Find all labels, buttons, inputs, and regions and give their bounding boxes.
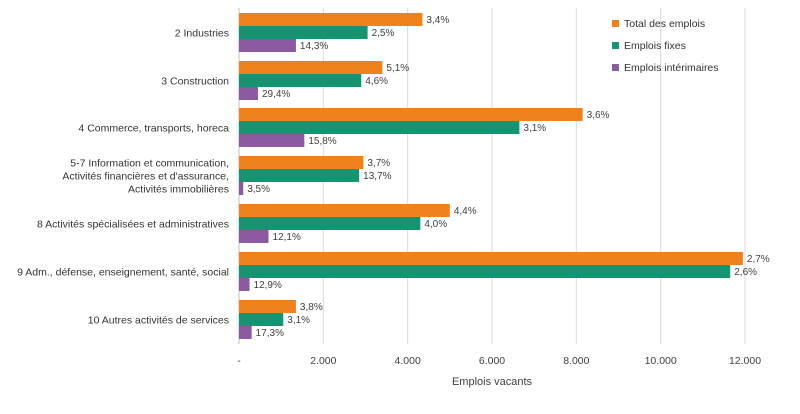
data-label: 12,9% [254,280,282,291]
bar-emplois-fixes [239,74,362,87]
data-label: 4,6% [365,76,388,87]
bar-emplois-int-rimaires [239,134,305,147]
legend-swatch [612,64,619,71]
bar-emplois-int-rimaires [239,39,296,52]
bar-total-des-emplois [239,61,383,74]
category-label: 8 Activités spécialisées et administrati… [37,219,229,231]
bar-total-des-emplois [239,156,364,169]
category-label: 4 Commerce, transports, horeca [78,123,229,135]
bar-total-des-emplois [239,252,743,265]
category-label: 10 Autres activités de services [88,315,229,327]
legend-label: Emplois fixes [624,40,686,52]
bar-emplois-int-rimaires [239,182,244,195]
bar-emplois-fixes [239,121,520,134]
bar-emplois-fixes [239,169,360,182]
category-label: 2 Industries [175,28,229,40]
data-label: 4,0% [424,219,447,230]
category-label: 3 Construction [161,76,229,88]
data-label: 2,7% [747,254,770,265]
data-labels: 3,4% 5,1% 3,6% 3,7% 4,4% 2,7% 3,8% 2,5% 4,6% 3,1%… [247,15,770,339]
data-label: 13,7% [363,171,391,182]
x-tick-label: - [237,355,241,367]
bar-emplois-fixes [239,265,731,278]
x-tick-label: 10.000 [645,355,677,367]
data-label: 3,4% [426,15,449,26]
data-label: 3,6% [587,110,610,121]
x-tick-labels: - 2.000 4.000 6.000 8.000 10.000 12.000 [237,355,761,367]
x-tick-label: 8.000 [563,355,589,367]
bar-total-des-emplois [239,108,583,121]
bar-emplois-fixes [239,26,368,39]
category-labels: 2 Industries 3 Construction 4 Commerce, tr… [17,28,229,327]
data-label: 3,8% [300,302,323,313]
legend: Total des emplois Emplois fixes Emplois in… [612,18,719,74]
data-label: 2,6% [734,267,757,278]
x-tick-label: 4.000 [395,355,421,367]
data-label: 3,1% [523,123,546,134]
legend-swatch [612,20,619,27]
bar-emplois-fixes [239,217,421,230]
category-label: 5-7 Information et communication, Activit… [62,158,229,196]
bar-emplois-fixes [239,313,284,326]
x-tick-label: 12.000 [729,355,761,367]
x-tick-label: 6.000 [479,355,505,367]
bar-emplois-int-rimaires [239,230,269,243]
data-label: 5,1% [386,63,409,74]
data-label: 3,7% [367,158,390,169]
x-tick-label: 2.000 [310,355,336,367]
bar-total-des-emplois [239,204,450,217]
bar-emplois-int-rimaires [239,278,250,291]
bar-total-des-emplois [239,300,296,313]
bar-emplois-int-rimaires [239,87,258,100]
data-label: 14,3% [300,41,328,52]
x-axis-title: Emplois vacants [452,376,533,388]
data-label: 12,1% [273,232,301,243]
data-label: 15,8% [308,136,336,147]
legend-label: Total des emplois [624,18,705,30]
data-label: 2,5% [372,28,395,39]
data-label: 17,3% [256,328,284,339]
data-label: 3,1% [287,315,310,326]
data-label: 3,5% [247,184,270,195]
bar-total-des-emplois [239,13,423,26]
category-label: 9 Adm., défense, enseignement, santé, so… [17,267,229,279]
bars [239,13,743,339]
bar-emplois-int-rimaires [239,326,252,339]
legend-swatch [612,42,619,49]
legend-label: Emplois intérimaires [624,62,719,74]
data-label: 29,4% [262,89,290,100]
data-label: 4,4% [454,206,477,217]
